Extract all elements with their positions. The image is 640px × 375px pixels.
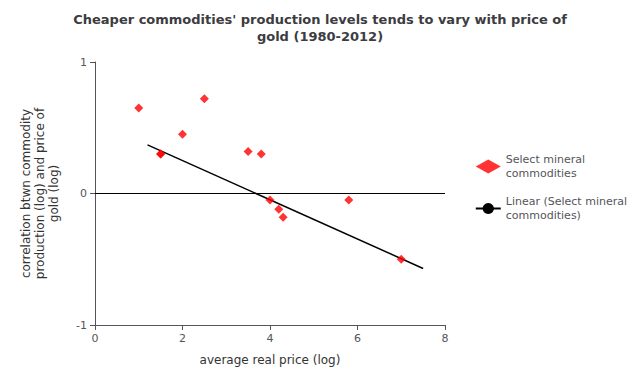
svg-text:0: 0 xyxy=(80,187,87,200)
svg-text:4: 4 xyxy=(267,332,274,345)
svg-text:correlation btwn commodity: correlation btwn commodity xyxy=(19,109,33,278)
svg-text:-1: -1 xyxy=(76,319,87,332)
svg-text:Linear (Select mineral: Linear (Select mineral xyxy=(506,195,627,208)
svg-text:Cheaper commodities' productio: Cheaper commodities' production levels t… xyxy=(73,12,567,27)
svg-text:2: 2 xyxy=(179,332,186,345)
svg-text:1: 1 xyxy=(80,56,87,69)
svg-text:8: 8 xyxy=(442,332,449,345)
svg-text:gold (log): gold (log) xyxy=(47,165,61,222)
svg-text:gold (1980-2012): gold (1980-2012) xyxy=(257,29,383,44)
svg-text:6: 6 xyxy=(354,332,361,345)
svg-text:commodities): commodities) xyxy=(506,209,581,222)
svg-text:0: 0 xyxy=(92,332,99,345)
svg-text:commodities: commodities xyxy=(506,167,577,180)
svg-text:average real price (log): average real price (log) xyxy=(200,353,341,367)
svg-text:production (log) and price of: production (log) and price of xyxy=(33,107,47,279)
svg-text:Select mineral: Select mineral xyxy=(506,153,585,166)
